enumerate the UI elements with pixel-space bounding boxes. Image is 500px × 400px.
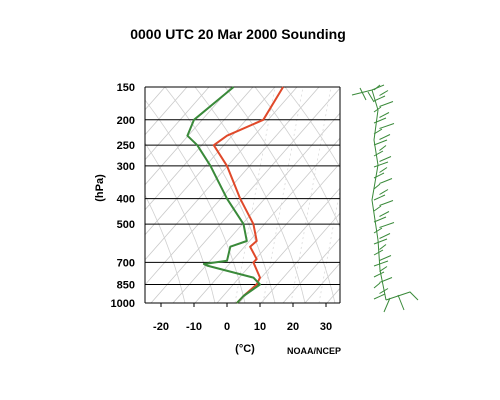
pressure-tick-labels: 150 200 250 300 400 500 700 850 1000 (111, 82, 135, 310)
isotherm-line (145, 87, 232, 186)
wind-barb (373, 249, 384, 256)
wind-barb (379, 178, 393, 184)
chart-title: 0000 UTC 20 Mar 2000 Sounding (130, 26, 346, 42)
wind-barb (373, 282, 381, 289)
wind-barb-bottom (383, 291, 419, 313)
temperature-tick-label: -10 (186, 321, 202, 333)
wind-barb (373, 260, 389, 267)
wind-barb (373, 117, 387, 124)
isotherm-line (145, 87, 320, 286)
isotherm-line (238, 187, 340, 303)
wind-barb (379, 211, 390, 217)
wind-barb (373, 205, 382, 212)
sounding-profiles (186, 86, 284, 304)
wind-barb (373, 194, 386, 201)
adiabat-line (284, 87, 340, 169)
wind-barb (379, 101, 394, 107)
wind-barb (373, 172, 385, 179)
wind-barb (379, 156, 392, 162)
isotherm-line (304, 262, 340, 303)
pressure-tick-label: 300 (117, 161, 135, 173)
pressure-tick-label: 500 (117, 219, 135, 231)
y-axis-label: (hPa) (94, 174, 106, 202)
pressure-tick-label: 150 (117, 82, 135, 94)
isotherm-line (150, 87, 340, 303)
isotherm-line (216, 162, 340, 303)
isotherm-line (145, 87, 276, 236)
adiabat-line (224, 87, 336, 303)
pressure-tick-label: 1000 (111, 298, 135, 310)
wind-staff (371, 89, 387, 301)
wind-barb (379, 222, 395, 228)
mixing-ratio-line (318, 187, 340, 303)
wind-barb (379, 266, 388, 272)
isotherm-line (145, 87, 188, 136)
wind-barb (373, 95, 386, 102)
wind-barb (379, 233, 391, 239)
wind-barb (373, 183, 381, 190)
background-reference-lines (145, 87, 500, 303)
wind-barb (373, 238, 388, 245)
wind-barb (373, 150, 384, 157)
mixing-ratio-line (262, 87, 304, 303)
isotherm-line (145, 87, 210, 161)
isotherm-line (145, 87, 166, 111)
plot-frame (144, 87, 341, 304)
wind-barb (379, 277, 393, 283)
pressure-tick-label: 400 (117, 194, 135, 206)
isotherm-line (326, 287, 340, 303)
adiabat-line (194, 87, 306, 303)
temperature-tick-label: 10 (254, 321, 266, 333)
adiabat-line (145, 194, 186, 303)
temperature-tick-labels: -20 -10 0 10 20 30 (153, 303, 332, 333)
wind-barb (379, 134, 391, 140)
wind-barb (373, 227, 383, 234)
wind-barb (373, 128, 383, 135)
wind-barb-column (351, 84, 419, 313)
wind-barb (373, 271, 385, 278)
temperature-tick-label: -20 (153, 321, 169, 333)
wind-barb (373, 293, 386, 300)
temperature-tick-label: 0 (224, 321, 230, 333)
isotherm-line (349, 87, 500, 303)
pressure-tick-label: 850 (117, 279, 135, 291)
mixing-ratio-line (234, 87, 276, 303)
isobar-lines (145, 86, 340, 304)
isotherm-line (145, 87, 298, 261)
pressure-tick-label: 700 (117, 257, 135, 269)
wind-barb (373, 216, 387, 223)
adiabat-line (254, 87, 340, 229)
wind-barb (379, 255, 392, 261)
pressure-tick-label: 250 (117, 140, 135, 152)
isotherm-line (194, 137, 340, 303)
temperature-tick-label: 20 (287, 321, 299, 333)
adiabat-line (164, 87, 276, 303)
wind-barb (373, 106, 382, 113)
wind-barb (379, 112, 390, 118)
credit-label: NOAA/NCEP (287, 346, 341, 356)
wind-barb-top (351, 84, 385, 103)
wind-barb (379, 145, 387, 151)
pressure-tick-label: 200 (117, 115, 135, 127)
temperature-tick-label: 30 (320, 321, 332, 333)
wind-barb (373, 161, 389, 168)
wind-barb (379, 167, 388, 173)
wind-barb (373, 139, 388, 146)
adiabat-line (145, 142, 216, 303)
wind-barb (379, 288, 389, 294)
mixing-ratio-line (290, 87, 332, 303)
wind-barb (379, 244, 387, 250)
wind-barb (379, 189, 389, 195)
wind-barb (379, 123, 395, 129)
adiabat-line (145, 99, 246, 303)
isotherm-line (260, 212, 340, 303)
x-axis-label: (°C) (235, 343, 255, 355)
wind-barb (379, 200, 394, 206)
wind-barb (379, 90, 389, 96)
isotherm-line (282, 237, 340, 303)
dewpoint-line (186, 86, 261, 304)
